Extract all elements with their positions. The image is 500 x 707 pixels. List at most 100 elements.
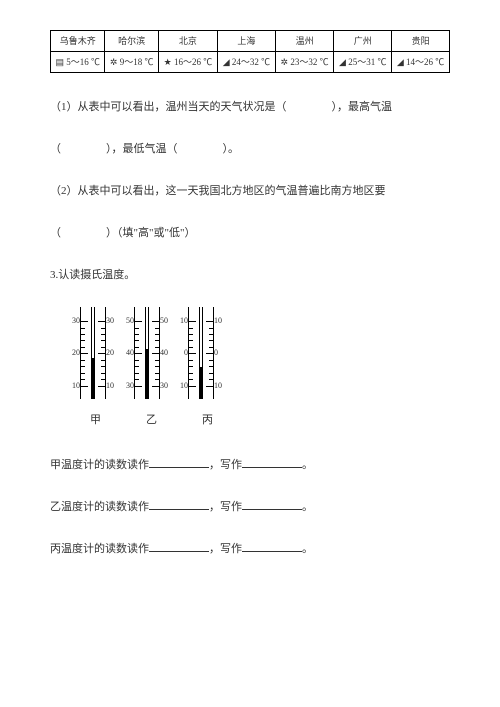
tick-minor xyxy=(209,360,213,361)
temp-value: 9～18 ℃ xyxy=(120,57,154,67)
thermo-body: 303020201010 xyxy=(80,307,106,399)
tick-minor xyxy=(209,347,213,348)
weather-icon: ◢ xyxy=(339,57,346,67)
weather-icon: ★ xyxy=(164,57,172,67)
thermo-mercury xyxy=(91,358,95,399)
q2-text-a: （2）从表中可以看出，这一天我国北方地区的气温普遍比南方地区要 xyxy=(50,185,386,197)
tick-minor xyxy=(189,347,193,348)
tick-minor xyxy=(209,379,213,380)
tick-minor xyxy=(155,340,159,341)
city-header: 温州 xyxy=(275,31,334,52)
tick-major xyxy=(98,321,105,322)
thermo-name-bing: 丙 xyxy=(202,411,213,431)
temp-value: 16～26 ℃ xyxy=(174,57,212,67)
scale-label: 10 xyxy=(72,382,80,390)
tick-major xyxy=(135,353,142,354)
weather-icon: ✲ xyxy=(281,57,289,67)
tick-minor xyxy=(101,366,105,367)
read-text: 。 xyxy=(302,459,313,471)
thermometer-group: 303020201010 505040403030 1010001010 xyxy=(80,307,450,399)
thermo-mercury xyxy=(199,367,203,399)
tick-minor xyxy=(135,373,139,374)
tick-major xyxy=(152,353,159,354)
temp-cell: ◢ 25～31 ℃ xyxy=(334,52,392,73)
temp-cell: ✲ 9～18 ℃ xyxy=(105,52,158,73)
thermometer-bing: 1010001010 xyxy=(188,307,214,399)
thermo-name-yi: 乙 xyxy=(146,411,157,431)
tick-major xyxy=(81,321,88,322)
question-1-line-1: （1）从表中可以看出，温州当天的天气状况是（），最高气温 xyxy=(50,98,450,118)
q1-text-c: （ xyxy=(50,143,61,155)
tick-minor xyxy=(81,366,85,367)
tick-major xyxy=(135,321,142,322)
read-text: ，写作 xyxy=(209,543,242,555)
tick-minor xyxy=(189,328,193,329)
scale-label: 30 xyxy=(106,317,114,325)
tick-minor xyxy=(209,340,213,341)
q1-text-e: ）。 xyxy=(223,143,240,155)
tick-minor xyxy=(189,340,193,341)
thermo-body: 505040403030 xyxy=(134,307,160,399)
tick-minor xyxy=(155,360,159,361)
q1-text-b: ），最高气温 xyxy=(332,101,393,113)
weather-icon: ◢ xyxy=(223,57,230,67)
tick-minor xyxy=(81,340,85,341)
tick-minor xyxy=(81,334,85,335)
city-header: 贵阳 xyxy=(392,31,450,52)
thermometer-yi: 505040403030 xyxy=(134,307,160,399)
tick-minor xyxy=(155,328,159,329)
tick-major xyxy=(98,386,105,387)
question-3-title: 3.认读摄氏温度。 xyxy=(50,266,450,286)
tick-minor xyxy=(135,334,139,335)
tick-minor xyxy=(155,379,159,380)
tick-minor xyxy=(135,347,139,348)
city-header: 乌鲁木齐 xyxy=(51,31,105,52)
read-text: 乙温度计的读数读作 xyxy=(50,501,149,513)
scale-label: 50 xyxy=(126,317,134,325)
tick-major xyxy=(189,386,196,387)
scale-label: 10 xyxy=(214,382,222,390)
thermo-name-jia: 甲 xyxy=(90,411,101,431)
scale-label: 10 xyxy=(106,382,114,390)
blank-line xyxy=(242,540,302,552)
city-header: 哈尔滨 xyxy=(105,31,158,52)
q1-text-d: ），最低气温（ xyxy=(106,143,178,155)
weather-table: 乌鲁木齐 哈尔滨 北京 上海 温州 广州 贵阳 ▤ 5～16 ℃ ✲ 9～18 … xyxy=(50,30,450,73)
tick-minor xyxy=(101,334,105,335)
temp-cell: ◢ 24～32 ℃ xyxy=(218,52,276,73)
question-2-line-1: （2）从表中可以看出，这一天我国北方地区的气温普遍比南方地区要 xyxy=(50,182,450,202)
tick-minor xyxy=(189,373,193,374)
tick-major xyxy=(206,386,213,387)
tick-major xyxy=(98,353,105,354)
scale-label: 20 xyxy=(72,349,80,357)
read-text: 甲温度计的读数读作 xyxy=(50,459,149,471)
tick-major xyxy=(206,321,213,322)
reading-yi: 乙温度计的读数读作，写作。 xyxy=(50,498,450,518)
tick-minor xyxy=(155,373,159,374)
tick-major xyxy=(152,386,159,387)
scale-label: 50 xyxy=(160,317,168,325)
blank-line xyxy=(242,456,302,468)
blank-line xyxy=(149,498,209,510)
temp-cell: ▤ 5～16 ℃ xyxy=(51,52,105,73)
tick-minor xyxy=(135,379,139,380)
read-text: ，写作 xyxy=(209,459,242,471)
temp-cell: ✲ 23～32 ℃ xyxy=(275,52,334,73)
tick-minor xyxy=(189,379,193,380)
tick-minor xyxy=(81,360,85,361)
tick-major xyxy=(81,353,88,354)
tick-minor xyxy=(101,340,105,341)
tick-minor xyxy=(155,347,159,348)
city-header: 北京 xyxy=(158,31,217,52)
tick-minor xyxy=(81,347,85,348)
blank-line xyxy=(149,540,209,552)
scale-label: 30 xyxy=(126,382,134,390)
weather-icon: ◢ xyxy=(397,57,404,67)
question-1-line-2: （ ），最低气温（ ）。 xyxy=(50,140,450,160)
temp-value: 14～26 ℃ xyxy=(406,57,444,67)
scale-label: 40 xyxy=(160,349,168,357)
tick-minor xyxy=(209,328,213,329)
tick-minor xyxy=(155,334,159,335)
tick-minor xyxy=(101,373,105,374)
tick-minor xyxy=(135,366,139,367)
